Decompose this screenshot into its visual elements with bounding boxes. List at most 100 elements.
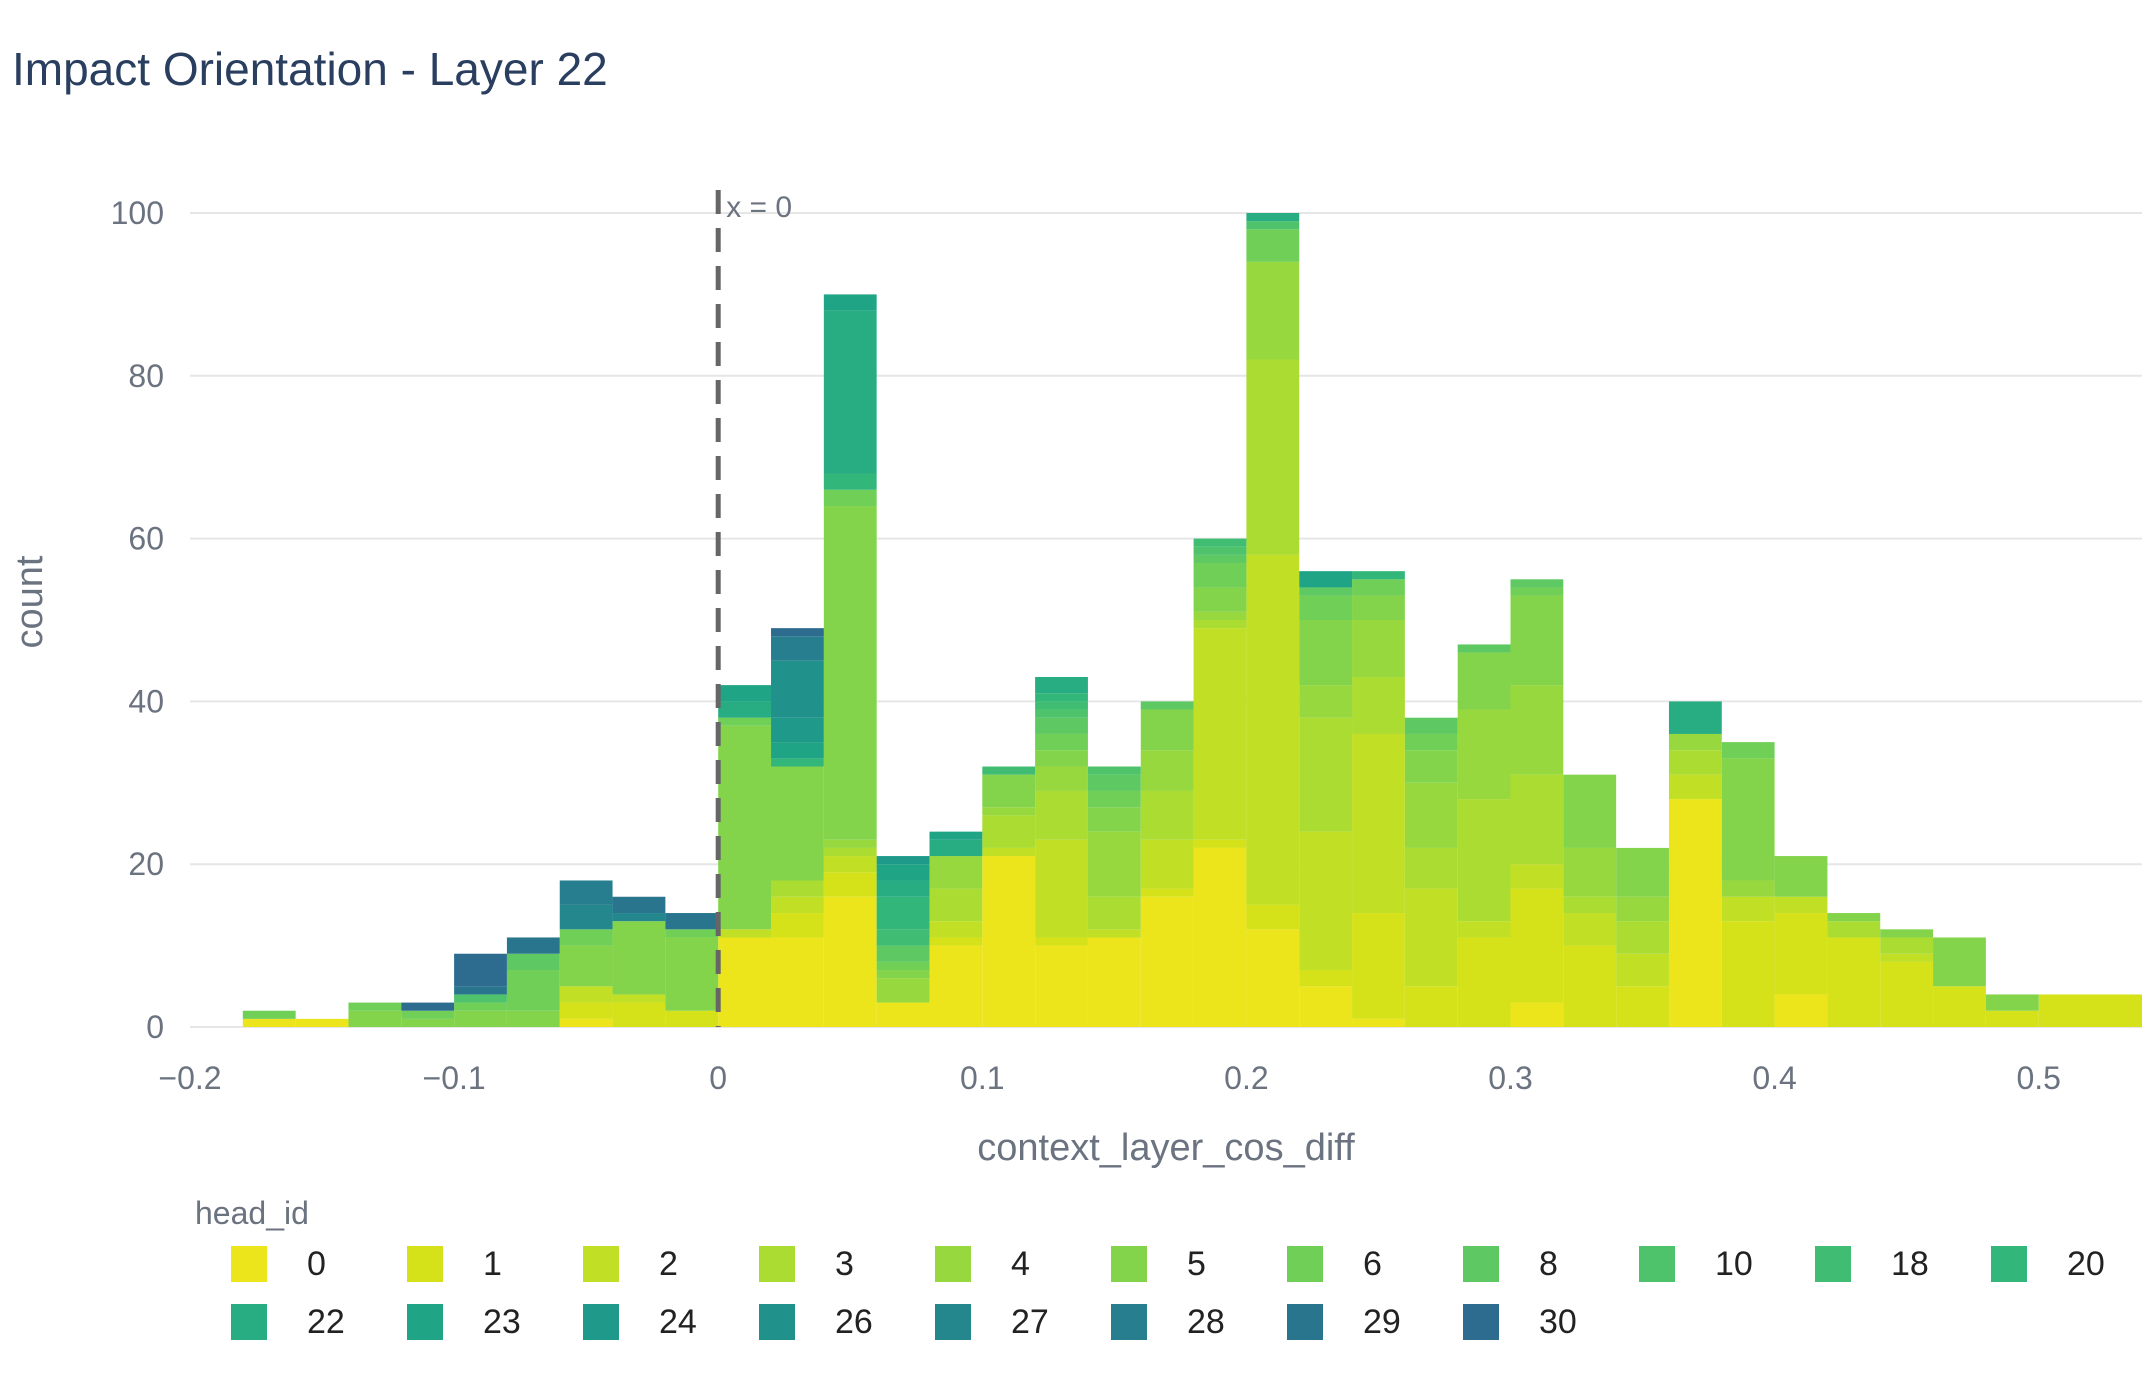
histogram-bar-head-18[interactable] [1035,701,1088,710]
histogram-bar-head-3[interactable] [1404,847,1458,889]
histogram-bar-head-3[interactable] [1087,896,1141,930]
histogram-bar-head-2[interactable] [1616,953,1669,987]
histogram-bar-head-5[interactable] [1457,652,1511,710]
histogram-bar-head-6[interactable] [1035,733,1088,751]
histogram-bar-head-2[interactable] [929,921,983,938]
histogram-bar-head-22[interactable] [1035,676,1088,694]
histogram-bar-head-4[interactable] [1246,261,1300,360]
histogram-bar-head-4[interactable] [876,978,930,1003]
histogram-bar-head-1[interactable] [1985,1010,2039,1027]
histogram-bar-head-6[interactable] [1404,733,1458,751]
histogram-bar-head-1[interactable] [2091,994,2142,1027]
histogram-bar-head-0[interactable] [1193,847,1247,1027]
histogram-bar-head-6[interactable] [1510,587,1564,596]
legend-item-head-18[interactable]: 18 [1779,1245,1955,1283]
histogram-bar-head-29[interactable] [454,986,507,995]
legend-item-head-10[interactable]: 10 [1603,1245,1779,1283]
histogram-bar-head-2[interactable] [982,847,1036,857]
legend-item-head-26[interactable]: 26 [723,1303,899,1341]
histogram-bar-head-10[interactable] [1193,546,1247,555]
histogram-bar-head-2[interactable] [1140,839,1194,889]
histogram-bar-head-20[interactable] [1035,693,1088,702]
histogram-bar-head-3[interactable] [771,880,824,897]
histogram-bar-head-2[interactable] [1299,831,1353,971]
histogram-bar-head-8[interactable] [1035,717,1088,734]
histogram-bar-head-6[interactable] [1721,742,1775,759]
histogram-bar-head-5[interactable] [1933,937,1986,987]
histogram-bar-head-1[interactable] [1616,986,1669,1027]
histogram-bar-head-5[interactable] [1193,587,1247,612]
legend-item-head-22[interactable]: 22 [195,1303,371,1341]
histogram-bar-head-2[interactable] [1721,896,1775,922]
histogram-bar-head-2[interactable] [1510,864,1564,889]
histogram-bar-head-30[interactable] [401,1002,455,1011]
histogram-bar-head-1[interactable] [559,1002,613,1019]
histogram-bar-head-2[interactable] [1563,913,1617,946]
histogram-bar-head-4[interactable] [823,839,877,848]
histogram-bar-head-0[interactable] [1668,799,1722,1027]
histogram-bar-head-24[interactable] [876,856,930,865]
histogram-bar-head-6[interactable] [559,929,613,946]
histogram-bar-head-27[interactable] [612,913,666,922]
histogram-bar-head-5[interactable] [1827,913,1881,922]
histogram-bar-head-5[interactable] [876,970,930,979]
histogram-bar-head-3[interactable] [1246,359,1300,555]
histogram-bar-head-1[interactable] [1140,888,1194,897]
histogram-bar-head-0[interactable] [876,1002,930,1027]
histogram-bar-head-3[interactable] [1299,717,1353,832]
histogram-bar-head-0[interactable] [295,1018,349,1027]
histogram-bar-head-5[interactable] [771,766,824,881]
histogram-bar-head-2[interactable] [823,856,877,873]
histogram-bar-head-5[interactable] [1035,750,1088,767]
histogram-bar-head-2[interactable] [771,896,824,914]
histogram-bar-head-23[interactable] [876,864,930,881]
histogram-bar-head-6[interactable] [665,929,719,938]
histogram-bar-head-2[interactable] [1035,839,1088,938]
histogram-bar-head-4[interactable] [1299,685,1353,718]
histogram-bar-head-6[interactable] [823,489,877,507]
histogram-bar-head-10[interactable] [1087,766,1141,775]
histogram-bar-head-8[interactable] [1193,554,1247,564]
histogram-bar-head-6[interactable] [506,970,560,1011]
histogram-bar-head-20[interactable] [1352,571,1405,580]
histogram-bar-head-0[interactable] [823,896,877,1027]
histogram-bar-head-8[interactable] [1404,717,1458,734]
histogram-bar-head-6[interactable] [1087,790,1141,808]
histogram-bar-head-5[interactable] [1140,709,1194,751]
histogram-bar-head-5[interactable] [718,725,772,930]
histogram-bar-head-0[interactable] [1299,986,1353,1027]
histogram-bar-head-1[interactable] [1246,904,1300,930]
histogram-bar-head-0[interactable] [718,937,772,1027]
histogram-bar-head-2[interactable] [1457,921,1511,938]
histogram-bar-head-5[interactable] [401,1018,455,1027]
histogram-bar-head-2[interactable] [1880,953,1934,962]
histogram-bar-head-5[interactable] [1510,595,1564,686]
histogram-bar-head-5[interactable] [454,1010,507,1027]
histogram-bar-head-10[interactable] [1035,709,1088,718]
histogram-bar-head-3[interactable] [1880,937,1934,954]
histogram-bar-head-18[interactable] [1193,538,1247,547]
histogram-bar-head-3[interactable] [1457,799,1511,922]
histogram-bar-head-3[interactable] [823,847,877,857]
histogram-bar-head-5[interactable] [1299,620,1353,686]
histogram-bar-head-1[interactable] [1774,913,1828,995]
histogram-bar-head-4[interactable] [1510,685,1564,775]
histogram-bar-head-5[interactable] [612,921,666,995]
legend-item-head-28[interactable]: 28 [1075,1303,1251,1341]
histogram-bar-head-4[interactable] [1457,709,1511,800]
histogram-bar-head-27[interactable] [559,904,613,930]
histogram-bar-head-23[interactable] [929,831,983,840]
histogram-bar-head-3[interactable] [982,815,1036,848]
histogram-bar-head-23[interactable] [718,685,772,702]
histogram-bar-head-2[interactable] [1668,774,1722,800]
histogram-bar-head-5[interactable] [1087,807,1141,832]
histogram-bar-head-4[interactable] [982,807,1036,816]
histogram-bar-head-18[interactable] [876,929,930,946]
histogram-bar-head-3[interactable] [1510,774,1564,865]
histogram-bar-head-6[interactable] [1193,563,1247,588]
histogram-bar-head-0[interactable] [1140,896,1194,1027]
histogram-bar-head-5[interactable] [665,937,719,1011]
histogram-bar-head-1[interactable] [929,937,983,946]
histogram-bar-head-0[interactable] [1087,937,1141,1027]
histogram-bar-head-23[interactable] [823,294,877,311]
